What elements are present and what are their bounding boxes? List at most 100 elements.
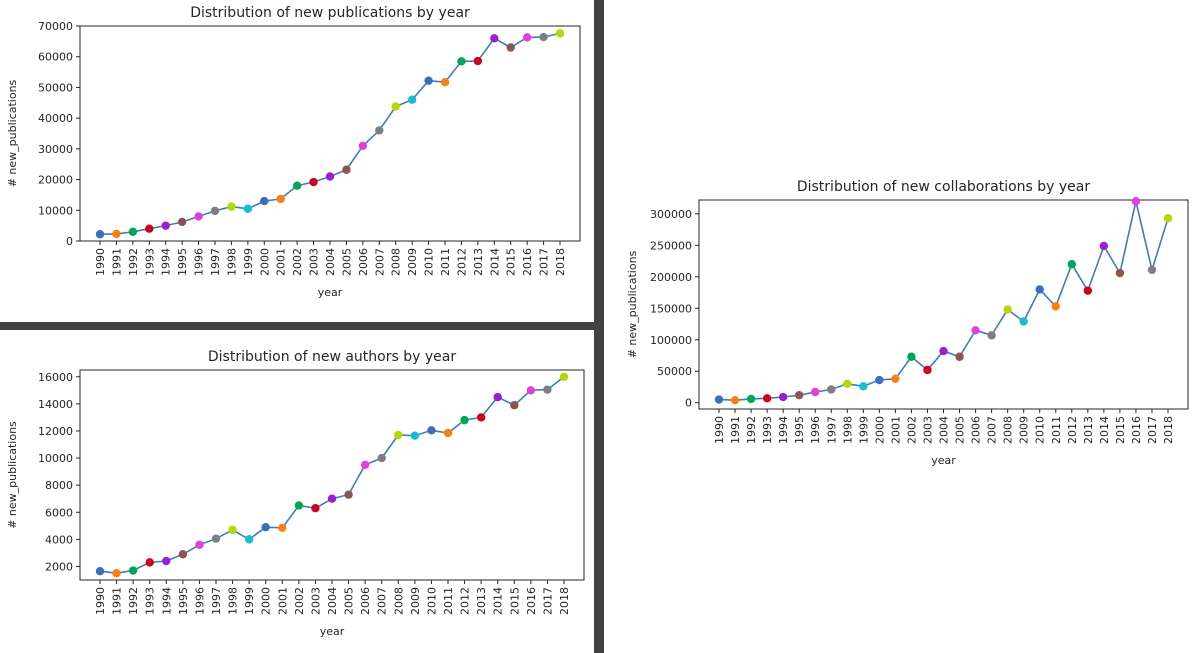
x-tick-label: 2017 [538, 248, 551, 276]
x-tick-label: 1995 [793, 416, 806, 444]
x-tick-label: 2005 [343, 587, 356, 615]
y-tick-label: 40000 [38, 112, 73, 125]
data-point [1003, 305, 1012, 314]
data-point [407, 95, 417, 104]
data-point [128, 566, 138, 575]
data-point [211, 534, 221, 543]
data-point [427, 426, 436, 435]
data-point [342, 165, 351, 174]
data-point [811, 387, 820, 397]
chart-title: Distribution of new authors by year [208, 349, 456, 365]
data-point [859, 382, 868, 391]
x-tick-label: 2011 [439, 248, 452, 276]
data-point [510, 401, 519, 410]
data-point [778, 392, 788, 402]
x-tick-label: 2015 [505, 248, 518, 276]
x-tick-label: 2005 [954, 416, 967, 444]
data-point [971, 326, 980, 335]
data-point [875, 375, 884, 385]
x-tick-label: 2006 [359, 587, 372, 615]
data-point [292, 181, 302, 190]
data-point [344, 490, 353, 499]
data-point [394, 430, 403, 440]
y-tick-label: 14000 [38, 398, 73, 411]
x-tick-label: 2015 [508, 587, 521, 615]
data-point [460, 415, 469, 425]
y-tick-label: 20000 [38, 174, 73, 187]
x-tick-label: 2001 [275, 248, 288, 276]
x-axis-label: year [931, 454, 956, 467]
data-point [1035, 285, 1044, 294]
x-tick-label: 2018 [554, 248, 567, 276]
x-tick-label: 2013 [472, 248, 485, 276]
data-point [955, 352, 964, 361]
series-line [99, 32, 561, 235]
data-point [907, 352, 916, 361]
data-point [95, 230, 105, 239]
x-tick-label: 2009 [409, 587, 422, 615]
authors-chart-panel: Distribution of new authors by year 2000 4… [0, 330, 594, 653]
data-point [244, 535, 254, 544]
x-tick-label: 1998 [225, 248, 238, 276]
x-tick-label: 2000 [873, 416, 886, 444]
x-tick-label: 2009 [1018, 416, 1031, 444]
y-tick-label: 0 [66, 235, 73, 248]
data-point [762, 394, 772, 403]
x-tick-label: 2017 [1146, 416, 1159, 444]
data-point [714, 395, 724, 404]
x-axis-label: year [318, 286, 343, 299]
x-tick-label: 1998 [841, 416, 854, 444]
x-tick-label: 2004 [938, 416, 951, 444]
y-tick-label: 6000 [45, 506, 73, 519]
x-tick-label: 1996 [809, 416, 822, 444]
y-tick-label: 0 [685, 397, 692, 410]
x-tick-label: 2017 [541, 587, 554, 615]
data-point [325, 172, 335, 181]
data-point [1131, 197, 1141, 206]
data-point [424, 76, 433, 85]
x-tick-label: 2010 [1034, 416, 1047, 444]
x-tick-label: 2010 [423, 248, 436, 276]
data-point [522, 33, 532, 42]
x-tick-label: 2006 [357, 248, 370, 276]
x-tick-label: 1992 [127, 248, 140, 276]
x-tick-label: 1997 [825, 416, 838, 444]
data-point [1115, 268, 1125, 278]
x-tick-label: 2007 [376, 587, 389, 615]
data-point [923, 365, 932, 375]
data-point [95, 566, 105, 576]
data-point [1147, 265, 1157, 275]
data-point [506, 43, 515, 52]
y-tick-label: 12000 [38, 425, 73, 438]
y-tick-label: 4000 [45, 533, 73, 546]
x-tick-label: 2001 [889, 416, 902, 444]
data-point [746, 394, 756, 404]
x-tick-label: 2007 [986, 416, 999, 444]
data-point [228, 525, 237, 535]
x-tick-label: 1999 [243, 587, 256, 615]
chart-title: Distribution of new publications by year [190, 5, 470, 21]
data-point [730, 395, 740, 405]
x-tick-label: 2003 [921, 416, 934, 444]
x-tick-label: 1991 [111, 587, 124, 615]
x-tick-label: 2007 [373, 248, 386, 276]
y-tick-label: 200000 [650, 271, 692, 284]
horizontal-divider [0, 322, 604, 330]
x-tick-label: 2012 [455, 248, 468, 276]
data-point [177, 217, 187, 227]
y-axis-label: # new_publications [6, 421, 19, 529]
data-point [410, 431, 420, 440]
x-tick-label: 2018 [558, 587, 571, 615]
data-point [294, 501, 304, 510]
x-tick-label: 1992 [127, 587, 140, 615]
y-tick-label: 300000 [650, 208, 692, 221]
y-tick-label: 50000 [38, 81, 73, 94]
x-tick-label: 2012 [1066, 416, 1079, 444]
y-tick-label: 150000 [650, 302, 692, 315]
publications-chart: Distribution of new publications by year… [6, 5, 581, 299]
y-tick-label: 30000 [38, 143, 73, 156]
data-point [358, 141, 368, 150]
x-tick-label: 2015 [1114, 416, 1127, 444]
y-tick-label: 2000 [45, 560, 73, 573]
data-point [194, 212, 203, 221]
